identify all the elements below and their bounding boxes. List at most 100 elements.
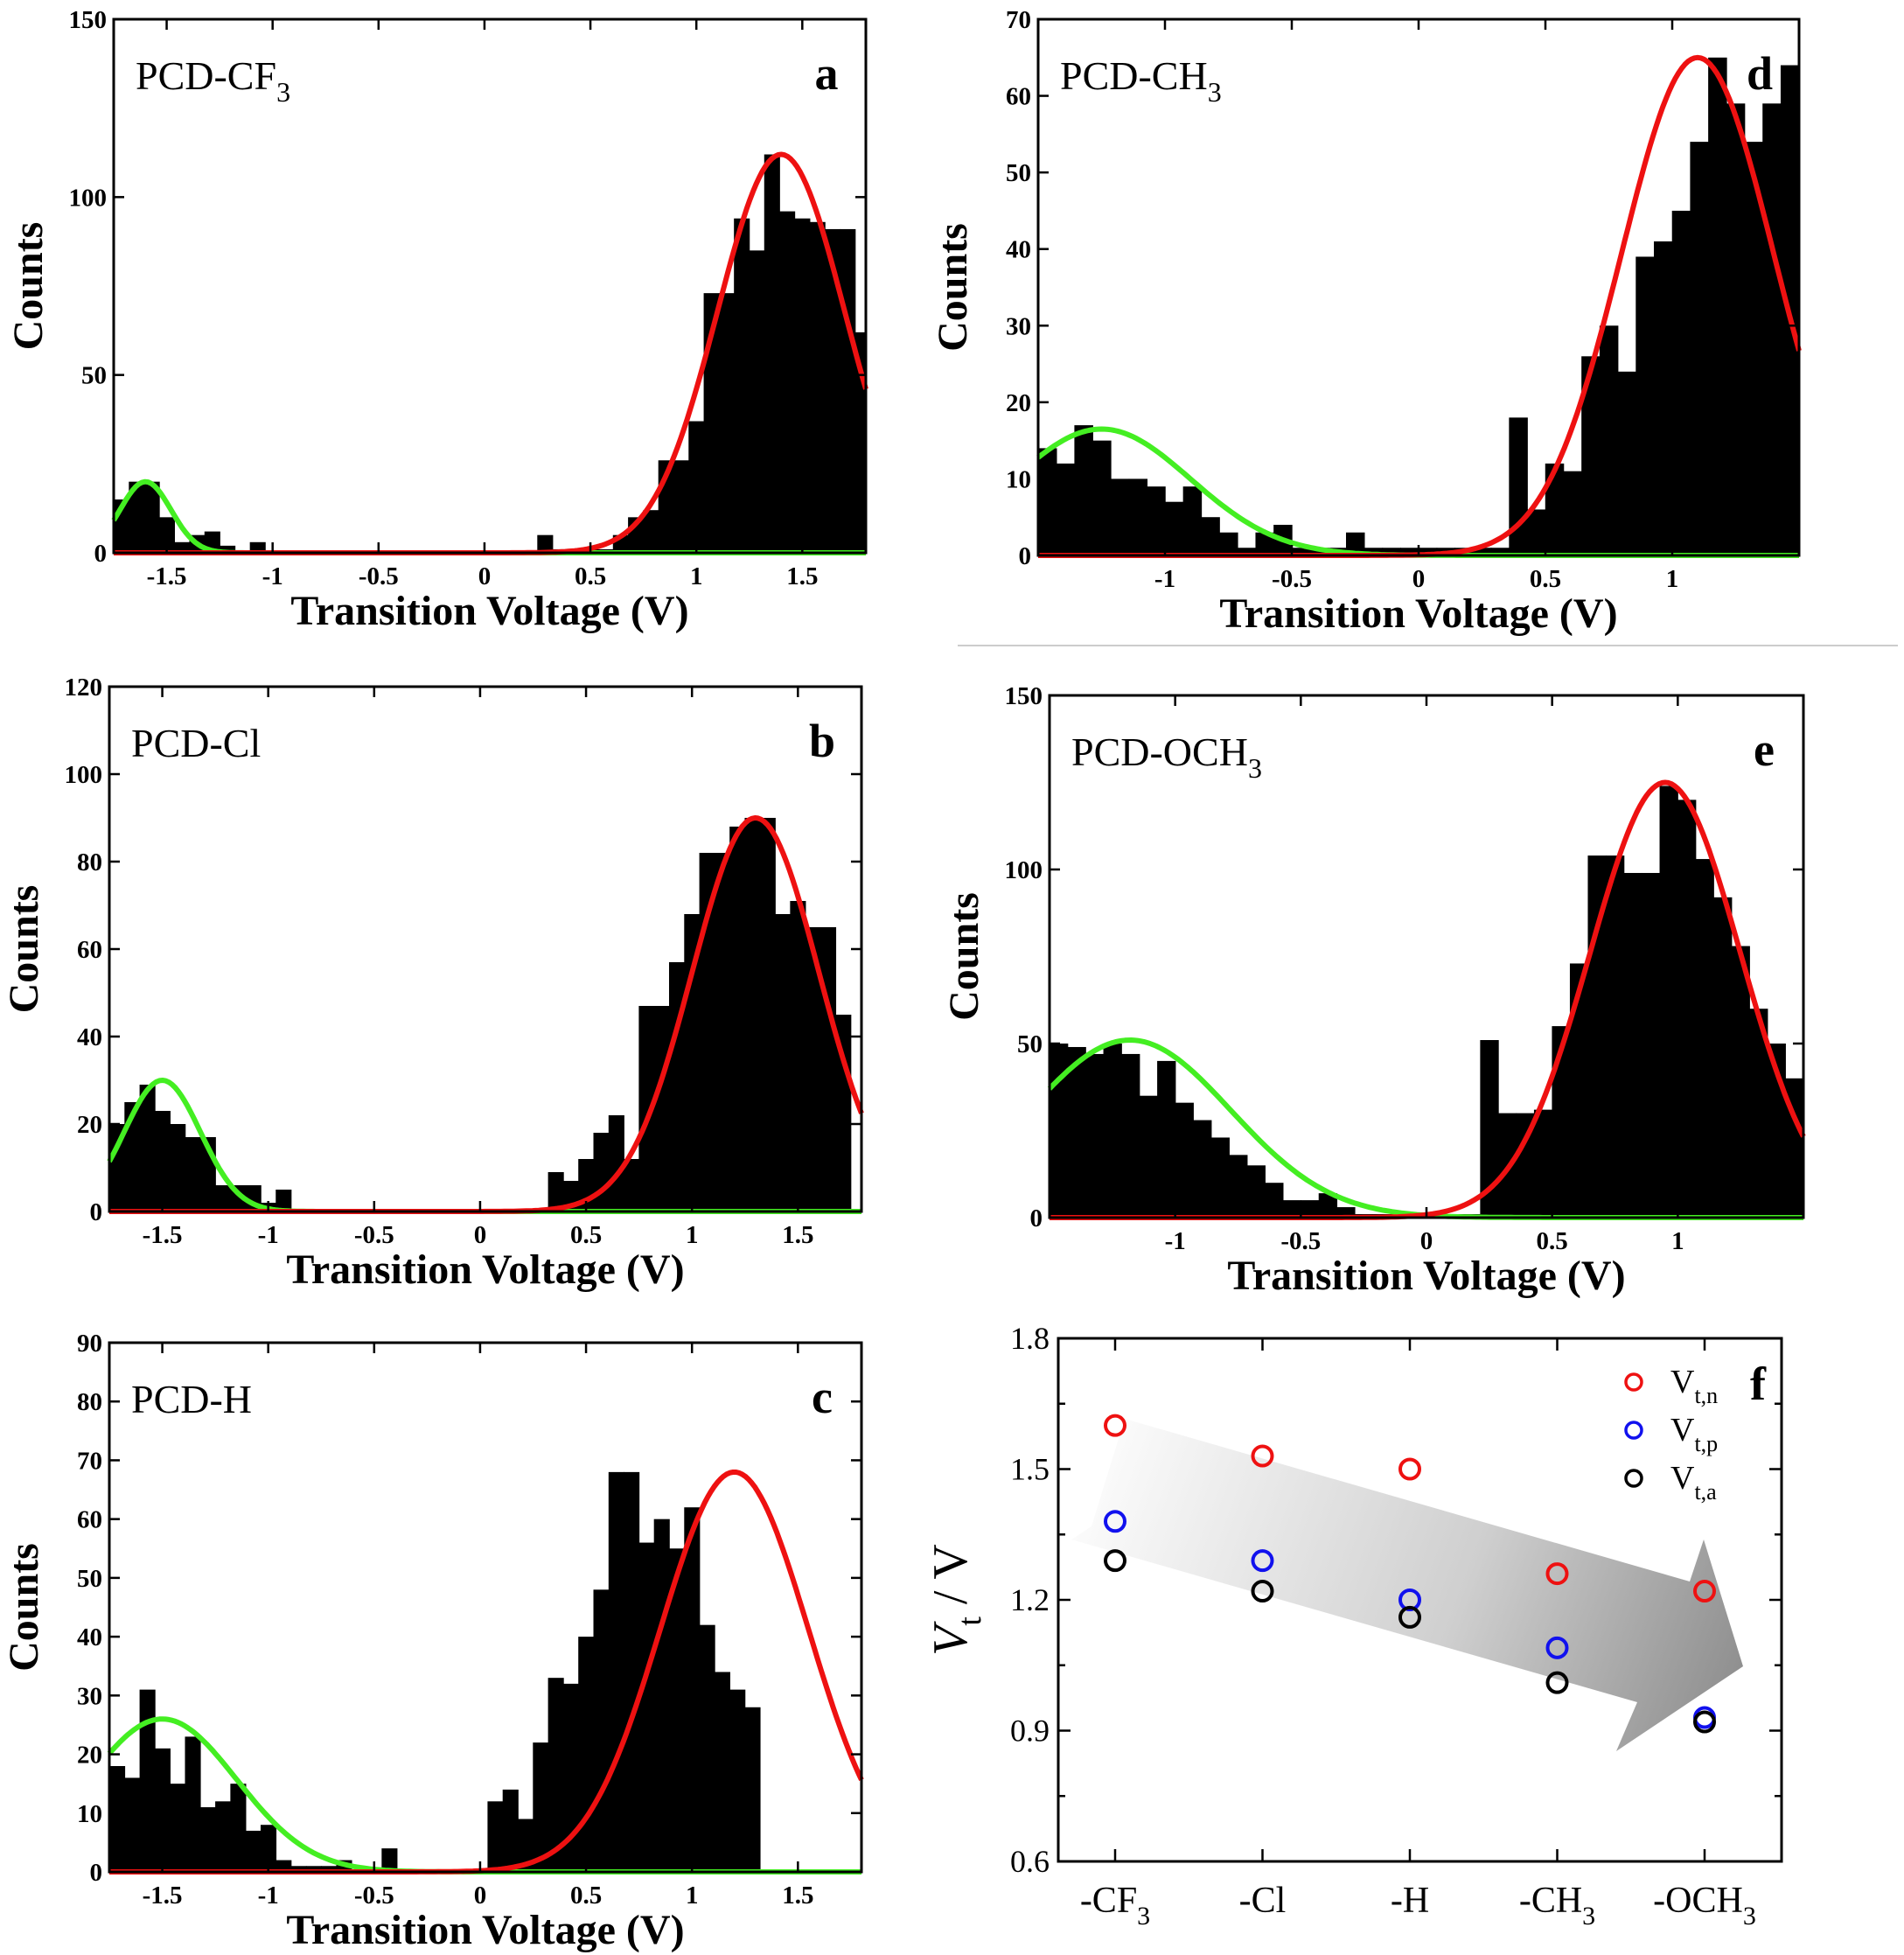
y-tick-label: 30 (1006, 312, 1031, 340)
legend-entry-sub: t,a (1694, 1479, 1717, 1505)
y-tick-label: 10 (77, 1800, 102, 1828)
histogram-bar (790, 901, 806, 1211)
histogram-bar (1762, 103, 1782, 556)
x-tick-label: -1 (1154, 565, 1175, 593)
x-tick-label: 1.5 (782, 1882, 813, 1910)
x-category-label-sub: 3 (1137, 1902, 1150, 1931)
histogram-bar (794, 218, 811, 553)
histogram-bar (305, 1866, 322, 1872)
x-tick-label: -1 (258, 1882, 279, 1910)
x-tick-label: -1 (1165, 1227, 1186, 1255)
histogram-bar (1552, 1026, 1571, 1218)
histogram-bar (1210, 1137, 1230, 1218)
histogram-bar (624, 1159, 640, 1211)
histogram-bar (819, 927, 837, 1211)
histogram-bar (290, 1866, 307, 1872)
data-point (1545, 1562, 1569, 1586)
legend-marker (1624, 1372, 1643, 1392)
x-category-label: -CF3 (1080, 1881, 1150, 1931)
y-tick-label: 0 (94, 540, 108, 568)
histogram-bar (230, 1784, 247, 1872)
histogram-bar (185, 1137, 201, 1211)
molecule-label-main: PCD-CF (136, 53, 276, 98)
x-tick-label: 0.5 (575, 562, 606, 590)
x-tick-label: -0.5 (354, 1221, 394, 1249)
y-axis-label-main: V (924, 1621, 978, 1656)
x-tick-label: 0.5 (1537, 1227, 1568, 1255)
molecule-label: PCD-CH3 (1060, 53, 1222, 108)
histogram-bar (143, 481, 160, 553)
y-tick-label: 40 (77, 1623, 102, 1651)
histogram-bar (1121, 1053, 1140, 1218)
x-category-label-main: -CH (1519, 1881, 1582, 1921)
histogram-bar (381, 1848, 398, 1872)
histogram-bar (1074, 425, 1093, 555)
histogram-bar (1623, 872, 1642, 1218)
x-tick-label: 1 (686, 1221, 699, 1249)
data-point (1398, 1605, 1421, 1629)
data-point (1693, 1710, 1716, 1734)
y-axis-label-rest: / V (924, 1544, 978, 1616)
histogram-bar (805, 927, 821, 1211)
histogram-bar (668, 962, 686, 1211)
histogram-bar (764, 154, 780, 554)
data-point (1104, 1549, 1126, 1573)
data-point (1104, 1414, 1126, 1437)
y-tick-label: 80 (77, 848, 102, 876)
data-point (1251, 1444, 1274, 1468)
histogram-bar (1713, 897, 1733, 1218)
histogram-bar (729, 827, 746, 1211)
legend-entry: Vt,n (1670, 1364, 1718, 1408)
y-tick-label: 100 (65, 761, 103, 789)
histogram-bar (170, 1784, 186, 1872)
y-axis-label: Vt / V (924, 1544, 988, 1656)
legend-entry-main: V (1670, 1412, 1695, 1449)
histogram-bar (215, 1185, 232, 1211)
histogram-bar (1563, 471, 1582, 555)
histogram-bar (1246, 1165, 1266, 1218)
histogram-bar (1677, 799, 1697, 1218)
histogram-bar (1139, 1095, 1158, 1218)
histogram-bar (1291, 548, 1311, 555)
y-tick-label: 10 (1006, 465, 1031, 493)
data-point (1104, 1510, 1126, 1533)
molecule-label: PCD-OCH3 (1071, 730, 1262, 784)
histogram-bar (668, 1548, 686, 1872)
histogram-bar (638, 1542, 655, 1872)
y-tick-label: 0 (90, 1859, 103, 1887)
x-tick-label: -1.5 (143, 1221, 183, 1249)
histogram-bar (744, 1707, 761, 1872)
plot-frame (108, 1341, 863, 1874)
histogram-bar (1708, 57, 1727, 556)
histogram-bar (1229, 1155, 1248, 1218)
legend-entry-main: V (1670, 1460, 1695, 1497)
histogram-bar (699, 1624, 715, 1872)
panel-letter: f (1750, 1358, 1767, 1410)
histogram-bar (124, 1102, 141, 1211)
histogram-bar (1599, 325, 1619, 555)
legend-marker (1624, 1421, 1643, 1440)
y-tick-label: 80 (77, 1388, 102, 1416)
histogram-bar (1690, 142, 1709, 555)
histogram-bar (1128, 478, 1148, 555)
legend-marker (1624, 1469, 1643, 1488)
histogram-bar (537, 534, 554, 553)
histogram-bar (1255, 532, 1274, 555)
x-category-label: -Cl (1239, 1881, 1287, 1921)
x-tick-label: 0.5 (1530, 565, 1561, 593)
histogram-bar (840, 228, 856, 553)
y-tick-label: 150 (1005, 682, 1043, 710)
x-category-label-main: -H (1391, 1881, 1429, 1921)
histogram-bars (1050, 785, 1804, 1218)
histogram-bar (684, 1507, 701, 1872)
x-category-label: -CH3 (1519, 1881, 1595, 1931)
histogram-bar (1219, 532, 1238, 555)
histogram-bar (154, 1748, 171, 1872)
legend-entry: Vt,p (1670, 1412, 1718, 1456)
y-tick-label: 60 (77, 1506, 102, 1534)
histogram-bar (109, 1124, 126, 1211)
y-axis-label: Counts (5, 222, 52, 351)
molecule-label: PCD-Cl (131, 721, 261, 765)
histogram-bar (1175, 1102, 1194, 1218)
